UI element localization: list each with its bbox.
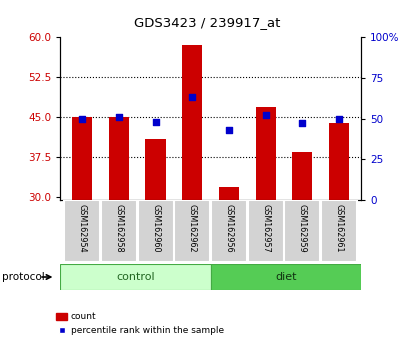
Text: GSM162956: GSM162956: [225, 204, 234, 253]
Legend: count, percentile rank within the sample: count, percentile rank within the sample: [56, 313, 224, 335]
Point: [79, 116, 85, 121]
Bar: [64, 200, 100, 262]
Text: protocol: protocol: [2, 272, 45, 282]
Bar: [211, 200, 247, 262]
Point: [115, 114, 122, 120]
Text: GSM162960: GSM162960: [151, 204, 160, 253]
Text: GSM162959: GSM162959: [298, 204, 307, 253]
Text: GSM162962: GSM162962: [188, 204, 197, 253]
Text: GSM162954: GSM162954: [78, 204, 87, 253]
Bar: [256, 107, 276, 200]
Bar: [329, 122, 349, 200]
Bar: [219, 187, 239, 200]
Point: [152, 119, 159, 125]
Point: [336, 116, 342, 121]
Text: control: control: [116, 272, 155, 282]
Text: GSM162961: GSM162961: [334, 204, 344, 253]
Bar: [109, 117, 129, 200]
Bar: [182, 45, 203, 200]
Bar: [174, 200, 210, 262]
Bar: [72, 117, 92, 200]
Text: GDS3423 / 239917_at: GDS3423 / 239917_at: [134, 16, 281, 29]
Text: GSM162957: GSM162957: [261, 204, 270, 253]
Bar: [321, 200, 357, 262]
Bar: [60, 264, 211, 290]
Point: [189, 95, 195, 100]
Bar: [284, 200, 320, 262]
Bar: [211, 264, 361, 290]
Point: [262, 113, 269, 118]
Point: [299, 121, 306, 126]
Bar: [138, 200, 173, 262]
Bar: [248, 200, 283, 262]
Bar: [101, 200, 137, 262]
Text: GSM162958: GSM162958: [115, 204, 123, 253]
Bar: [146, 139, 166, 200]
Text: diet: diet: [275, 272, 297, 282]
Point: [226, 127, 232, 133]
Bar: [292, 152, 312, 200]
